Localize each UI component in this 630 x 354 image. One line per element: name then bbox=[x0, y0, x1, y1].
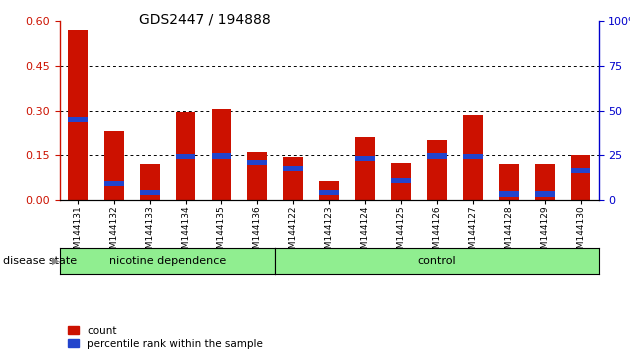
Text: nicotine dependence: nicotine dependence bbox=[109, 256, 226, 266]
Bar bbox=[571, 167, 590, 173]
Bar bbox=[463, 115, 483, 200]
Bar bbox=[463, 154, 483, 160]
Bar bbox=[355, 156, 375, 161]
Bar bbox=[499, 192, 518, 197]
Bar bbox=[535, 192, 554, 197]
Bar bbox=[248, 160, 267, 165]
Bar bbox=[140, 190, 159, 195]
Bar bbox=[319, 181, 339, 200]
Text: GDS2447 / 194888: GDS2447 / 194888 bbox=[139, 12, 270, 27]
Bar bbox=[176, 154, 195, 160]
Bar bbox=[284, 166, 303, 171]
Bar bbox=[571, 155, 590, 200]
Bar bbox=[391, 163, 411, 200]
Bar bbox=[284, 157, 303, 200]
Text: control: control bbox=[418, 256, 456, 266]
Legend: count, percentile rank within the sample: count, percentile rank within the sample bbox=[68, 326, 263, 349]
Bar bbox=[391, 178, 411, 183]
Bar bbox=[176, 112, 195, 200]
Bar bbox=[68, 30, 88, 200]
Bar bbox=[355, 137, 375, 200]
Bar bbox=[427, 141, 447, 200]
Bar bbox=[104, 131, 123, 200]
Text: ▶: ▶ bbox=[52, 256, 59, 266]
Bar bbox=[535, 164, 554, 200]
Bar bbox=[499, 164, 518, 200]
Bar bbox=[319, 190, 339, 195]
Bar bbox=[68, 117, 88, 122]
Bar bbox=[140, 164, 159, 200]
Bar bbox=[212, 109, 231, 200]
Bar bbox=[248, 152, 267, 200]
Bar bbox=[212, 153, 231, 159]
Bar bbox=[104, 181, 123, 186]
Bar bbox=[427, 153, 447, 159]
Text: disease state: disease state bbox=[3, 256, 77, 266]
